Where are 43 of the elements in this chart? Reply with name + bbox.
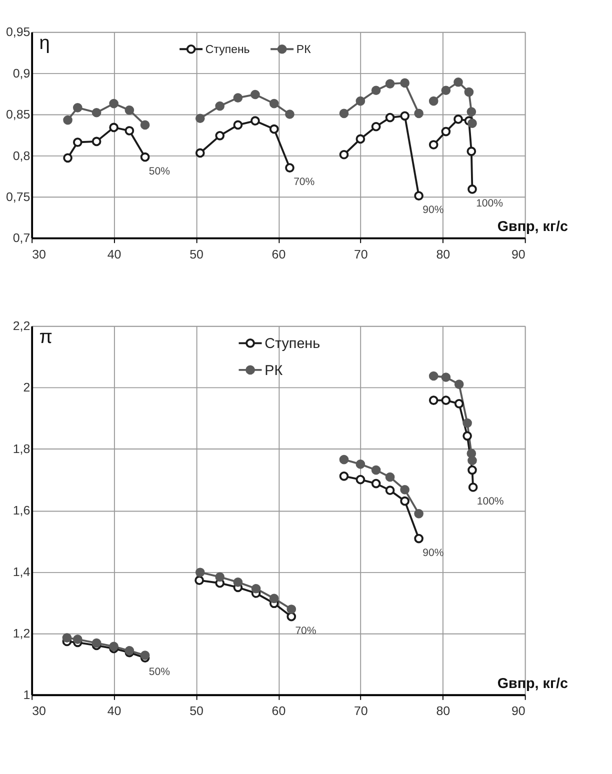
x-tick-label: 30 (32, 247, 46, 262)
y-tick-label: 0,8 (12, 148, 30, 163)
y-tick-label: 0,9 (12, 66, 30, 80)
y-axis-title: η (39, 33, 50, 54)
y-tick-label: 0,7 (12, 231, 30, 246)
annotation: 70% (295, 624, 316, 637)
x-tick-label: 70 (354, 704, 368, 718)
x-tick-label: 50 (190, 704, 204, 718)
annotation: 90% (422, 546, 444, 559)
x-tick-label: 50 (190, 247, 204, 262)
y-axis-title: π (39, 327, 52, 348)
x-tick-label: 80 (436, 247, 450, 262)
x-tick-label: 90 (511, 247, 526, 262)
x-tick-label: 60 (272, 247, 286, 262)
annotation: 90% (422, 204, 444, 216)
y-tick-label: 0,75 (6, 190, 30, 204)
x-tick-label: 90 (511, 704, 526, 718)
y-tick-label: 2 (23, 380, 30, 395)
x-axis-title: Gвпр, кг/с (497, 676, 568, 692)
y-tick-label: 1,8 (12, 442, 30, 456)
legend-label: Ступень (264, 336, 320, 352)
x-tick-label: 60 (272, 704, 286, 718)
y-tick-label: 2,2 (12, 319, 30, 334)
y-tick-label: 0,95 (6, 25, 30, 40)
annotation: 50% (148, 165, 170, 178)
y-tick-label: 1,2 (12, 626, 30, 641)
x-tick-label: 40 (107, 704, 122, 718)
y-tick-label: 1,6 (12, 504, 30, 518)
legend-label: РК (296, 44, 312, 56)
x-tick-label: 80 (436, 704, 450, 718)
annotation: 50% (148, 666, 170, 678)
legend-label: Ступень (205, 44, 250, 56)
x-tick-label: 30 (32, 704, 46, 718)
annotation: 100% (476, 495, 504, 508)
annotation: 100% (476, 197, 503, 210)
y-tick-label: 1,4 (12, 565, 30, 580)
y-tick-label: 0,85 (6, 108, 30, 122)
annotation: 70% (294, 176, 315, 188)
x-axis-title: Gвпр, кг/с (497, 219, 568, 236)
legend-label: РК (264, 362, 284, 379)
x-tick-label: 70 (354, 247, 368, 262)
x-tick-label: 40 (107, 247, 122, 262)
y-tick-label: 1 (23, 688, 30, 702)
